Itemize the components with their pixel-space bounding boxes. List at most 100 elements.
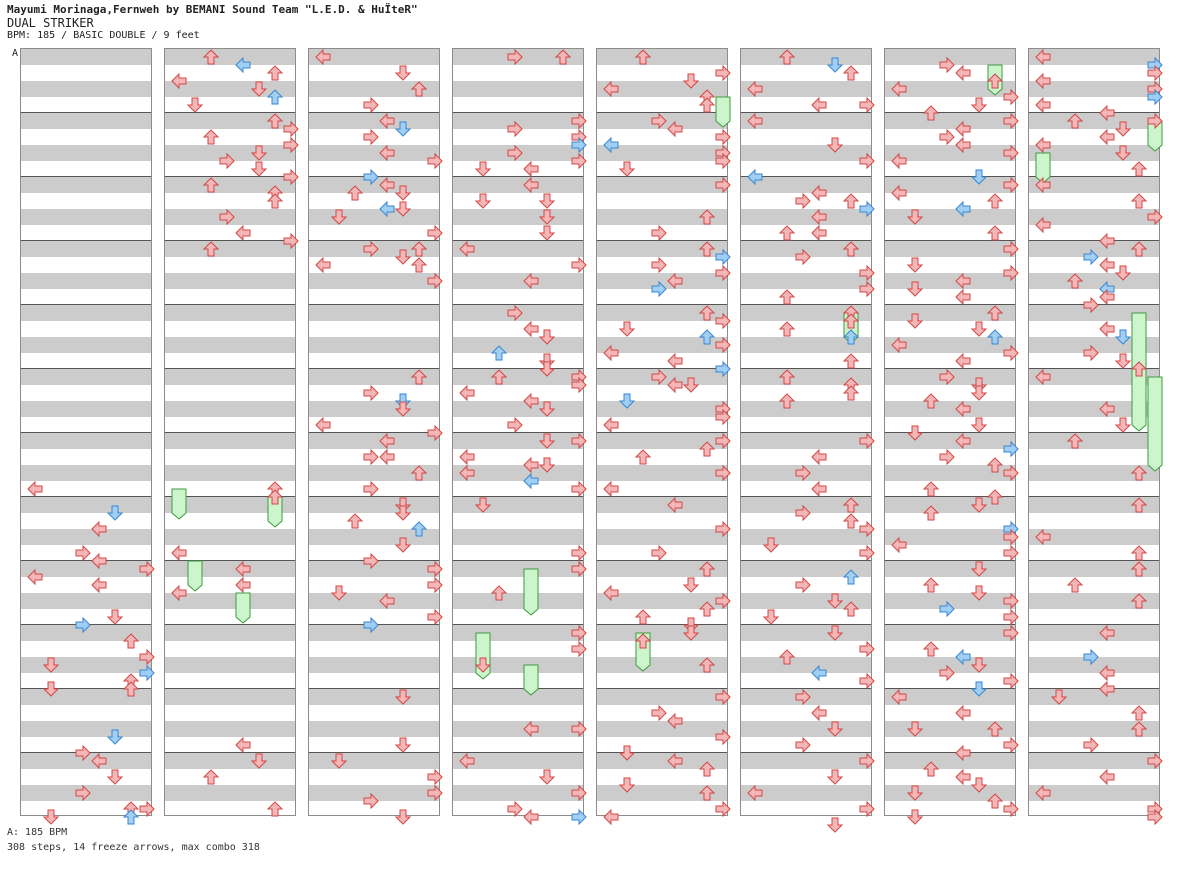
left-arrow-icon xyxy=(91,520,107,538)
left-arrow-icon xyxy=(459,448,475,466)
right-arrow-icon xyxy=(795,192,811,210)
left-arrow-icon xyxy=(811,664,827,682)
up-arrow-icon xyxy=(986,193,1004,209)
right-arrow-icon xyxy=(715,592,731,610)
up-arrow-icon xyxy=(1130,241,1148,257)
measure-line xyxy=(885,368,1015,369)
up-arrow-icon xyxy=(490,585,508,601)
left-arrow-icon xyxy=(1099,680,1115,698)
right-arrow-icon xyxy=(939,448,955,466)
left-arrow-icon xyxy=(91,552,107,570)
down-arrow-icon xyxy=(682,377,700,393)
left-arrow-icon xyxy=(955,272,971,290)
right-arrow-icon xyxy=(715,408,731,426)
note-layer xyxy=(27,480,155,825)
left-arrow-icon xyxy=(27,568,43,586)
up-arrow-icon xyxy=(266,65,284,81)
measure-line xyxy=(165,752,295,753)
measure-line xyxy=(741,112,871,113)
up-arrow-icon xyxy=(410,369,428,385)
right-arrow-icon xyxy=(859,640,875,658)
left-arrow-icon xyxy=(379,112,395,130)
measure-line xyxy=(21,688,151,689)
up-arrow-icon xyxy=(410,465,428,481)
measure-line xyxy=(741,688,871,689)
right-arrow-icon xyxy=(75,744,91,762)
measure-line xyxy=(21,496,151,497)
left-arrow-icon xyxy=(603,808,619,826)
down-arrow-icon xyxy=(970,561,988,577)
chart-column xyxy=(452,48,587,826)
left-arrow-icon xyxy=(667,272,683,290)
up-arrow-icon xyxy=(986,457,1004,473)
right-arrow-icon xyxy=(363,792,379,810)
down-arrow-icon xyxy=(826,769,844,785)
measure-line xyxy=(21,368,151,369)
left-arrow-icon xyxy=(171,584,187,602)
up-arrow-icon xyxy=(698,209,716,225)
right-arrow-icon xyxy=(1003,544,1019,562)
right-arrow-icon xyxy=(1003,240,1019,258)
right-arrow-icon xyxy=(363,480,379,498)
right-arrow-icon xyxy=(651,704,667,722)
left-arrow-icon xyxy=(315,48,331,66)
up-arrow-icon xyxy=(986,73,1004,89)
freeze-arrow-icon xyxy=(187,560,203,592)
left-arrow-icon xyxy=(811,184,827,202)
note-layer xyxy=(459,48,587,826)
down-arrow-icon xyxy=(970,385,988,401)
measure-line xyxy=(453,752,583,753)
right-arrow-icon xyxy=(363,552,379,570)
up-arrow-icon xyxy=(922,505,940,521)
up-arrow-icon xyxy=(1130,193,1148,209)
right-arrow-icon xyxy=(219,152,235,170)
measure-line xyxy=(309,688,439,689)
down-arrow-icon xyxy=(906,785,924,801)
up-arrow-icon xyxy=(634,49,652,65)
right-arrow-icon xyxy=(571,152,587,170)
right-arrow-icon xyxy=(571,112,587,130)
right-arrow-icon xyxy=(651,368,667,386)
down-arrow-icon xyxy=(394,121,412,137)
down-arrow-icon xyxy=(1114,121,1132,137)
left-arrow-icon xyxy=(955,200,971,218)
left-arrow-icon xyxy=(1099,624,1115,642)
measure-line xyxy=(885,752,1015,753)
up-arrow-icon xyxy=(842,241,860,257)
right-arrow-icon xyxy=(795,464,811,482)
chart-info: BPM: 185 / BASIC DOUBLE / 9 feet xyxy=(7,30,200,41)
down-arrow-icon xyxy=(826,721,844,737)
down-arrow-icon xyxy=(394,689,412,705)
right-arrow-icon xyxy=(1147,88,1163,106)
down-arrow-icon xyxy=(538,457,556,473)
left-arrow-icon xyxy=(955,704,971,722)
left-arrow-icon xyxy=(603,416,619,434)
up-arrow-icon xyxy=(1066,577,1084,593)
measure-line xyxy=(165,112,295,113)
measure-line xyxy=(1029,112,1159,113)
right-arrow-icon xyxy=(859,152,875,170)
up-arrow-icon xyxy=(1066,113,1084,129)
right-arrow-icon xyxy=(859,280,875,298)
right-arrow-icon xyxy=(651,544,667,562)
right-arrow-icon xyxy=(1083,296,1099,314)
up-arrow-icon xyxy=(842,569,860,585)
left-arrow-icon xyxy=(459,384,475,402)
right-arrow-icon xyxy=(507,800,523,818)
freeze-arrow-icon xyxy=(523,568,539,616)
up-arrow-icon xyxy=(554,49,572,65)
right-arrow-icon xyxy=(571,808,587,826)
measure-line xyxy=(741,752,871,753)
up-arrow-icon xyxy=(842,329,860,345)
up-arrow-icon xyxy=(842,65,860,81)
down-arrow-icon xyxy=(970,681,988,697)
right-arrow-icon xyxy=(939,56,955,74)
up-arrow-icon xyxy=(986,489,1004,505)
measure-line xyxy=(885,112,1015,113)
left-arrow-icon xyxy=(523,472,539,490)
left-arrow-icon xyxy=(379,592,395,610)
note-layer xyxy=(171,49,299,817)
down-arrow-icon xyxy=(762,609,780,625)
footer-bpm: A: 185 BPM xyxy=(7,827,68,838)
down-arrow-icon xyxy=(474,657,492,673)
